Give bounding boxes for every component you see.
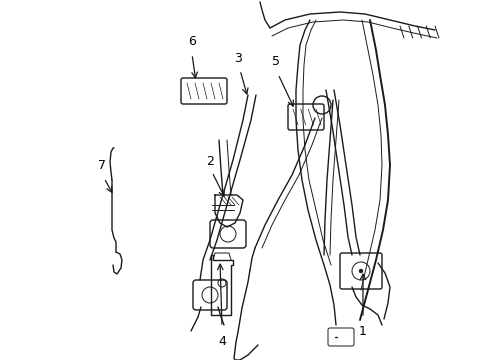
Text: 4: 4 <box>218 335 225 348</box>
Text: 1: 1 <box>358 325 366 338</box>
Text: 7: 7 <box>98 159 106 172</box>
Text: 5: 5 <box>271 55 280 68</box>
Text: 6: 6 <box>188 35 196 48</box>
Text: 3: 3 <box>234 52 242 65</box>
Text: 2: 2 <box>205 155 214 168</box>
Circle shape <box>358 269 362 273</box>
